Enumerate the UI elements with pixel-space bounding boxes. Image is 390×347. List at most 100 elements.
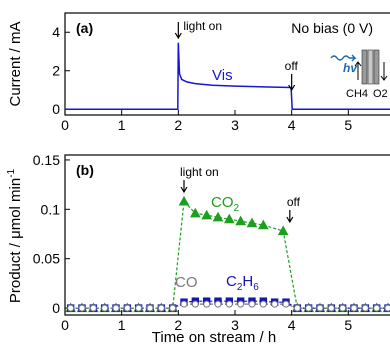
data-point-co xyxy=(339,304,347,312)
panel-b-xtick-label: 0 xyxy=(61,317,69,333)
data-point-co2 xyxy=(257,219,269,230)
data-point-co2 xyxy=(201,209,213,220)
data-point-co2 xyxy=(189,207,201,218)
data-point-co xyxy=(305,304,313,312)
data-point-co xyxy=(146,304,154,312)
series-label-c2h6: C2H6 xyxy=(226,273,259,293)
panel-b-frame xyxy=(64,154,390,316)
panel-a-current: (a) Current / mA No bias (0 V) 012345602… xyxy=(7,12,390,133)
series-label-c2h6-sub1: 2 xyxy=(237,282,243,293)
panel-a-ytick-label: 0 xyxy=(52,101,60,117)
annotation-off: off xyxy=(285,59,299,73)
panel-a-xtick-label: 1 xyxy=(118,117,126,133)
inset-o2-label: O2 xyxy=(373,88,388,100)
data-point-co xyxy=(101,304,109,312)
data-point-co xyxy=(214,300,222,308)
data-point-co xyxy=(123,304,131,312)
data-point-co xyxy=(237,300,245,308)
data-point-co xyxy=(282,300,290,308)
data-point-co xyxy=(316,304,324,312)
panel-a-label: (a) xyxy=(76,20,93,36)
data-point-co xyxy=(327,304,335,312)
series-label-co2: CO2 xyxy=(211,194,240,214)
data-point-co xyxy=(203,300,211,308)
data-point-co xyxy=(191,300,199,308)
panel-b-ylabel: Product / μmol min-1 xyxy=(6,168,24,303)
series-label-c2h6-sub2: 6 xyxy=(253,282,259,293)
data-point-co xyxy=(180,300,188,308)
panel-b-product: (b) Product / μmol min-1 Time on stream … xyxy=(6,152,390,346)
panel-b-xtick-label: 3 xyxy=(231,317,239,333)
data-point-co2 xyxy=(246,217,258,228)
light-on-arrow-icon xyxy=(180,180,188,194)
panel-b-ytick-label: 0 xyxy=(52,300,60,316)
data-point-co2 xyxy=(235,215,247,226)
panel-a-xtick-label: 4 xyxy=(288,117,296,133)
data-point-co xyxy=(259,300,267,308)
series-label-co2-main: CO xyxy=(211,194,234,211)
data-point-co xyxy=(293,304,301,312)
data-point-co xyxy=(135,304,143,312)
electrode-left-icon xyxy=(361,49,368,85)
data-point-co xyxy=(271,300,279,308)
panel-b-xtick-label: 1 xyxy=(118,317,126,333)
inset-hv-label: hv xyxy=(343,61,358,75)
data-point-co2 xyxy=(277,225,289,236)
data-point-co xyxy=(350,304,358,312)
data-point-co xyxy=(225,300,233,308)
panel-a-corner-text: No bias (0 V) xyxy=(291,20,373,36)
panel-a-xtick-label: 5 xyxy=(344,117,352,133)
annotation-light-on: light on xyxy=(183,19,222,33)
panel-b-ylabel-main: Product / μmol min xyxy=(7,178,24,303)
panel-b-label: (b) xyxy=(76,162,94,178)
panel-b-ytick-label: 0.15 xyxy=(33,152,60,168)
annotation-off: off xyxy=(287,195,301,209)
panel-b-ytick-label: 0.05 xyxy=(33,251,60,267)
data-point-co xyxy=(361,304,369,312)
series-label-vis: Vis xyxy=(212,67,233,84)
off-arrow-icon xyxy=(286,210,294,224)
series-line-vis xyxy=(65,42,390,110)
panel-a-xtick-label: 3 xyxy=(231,117,239,133)
data-point-co xyxy=(384,304,390,312)
panel-a-xtick-label: 0 xyxy=(61,117,69,133)
data-point-co xyxy=(78,304,86,312)
panel-b-ylabel-sup: -1 xyxy=(6,168,17,177)
panel-b-xlabel: Time on stream / h xyxy=(152,329,276,346)
data-point-co xyxy=(373,304,381,312)
panel-a-ytick-label: 2 xyxy=(52,63,60,79)
series-label-co: CO xyxy=(175,274,198,291)
data-point-co xyxy=(89,304,97,312)
light-on-arrow-icon xyxy=(174,22,182,40)
data-point-co xyxy=(157,304,165,312)
panel-a-ytick-label: 4 xyxy=(52,24,60,40)
inset-arrow-down-icon xyxy=(380,62,388,81)
panel-a-xtick-label: 2 xyxy=(174,117,182,133)
data-point-co xyxy=(67,304,75,312)
light-wave-icon xyxy=(330,55,350,61)
data-point-co2 xyxy=(178,195,190,206)
series-label-co2-sub: 2 xyxy=(234,203,240,214)
panel-a-ylabel: Current / mA xyxy=(7,21,24,106)
inset-arrow-up-icon xyxy=(354,61,362,80)
panel-b-xtick-label: 5 xyxy=(344,317,352,333)
annotation-light-on: light on xyxy=(180,165,219,179)
data-point-co2 xyxy=(212,211,224,222)
off-arrow-icon xyxy=(288,74,296,92)
inset-schematic: CH4 O2 hv xyxy=(330,49,388,100)
membrane-icon xyxy=(367,49,374,85)
electrode-right-icon xyxy=(373,49,380,85)
inset-ch4-label: CH4 xyxy=(346,88,368,100)
inset-ch4-text: CH4 xyxy=(346,88,368,100)
panel-b-xtick-label: 4 xyxy=(288,317,296,333)
panel-b-ytick-label: 0.1 xyxy=(41,201,61,217)
series-label-c2h6-c: C xyxy=(226,273,237,290)
data-point-co2 xyxy=(223,213,235,224)
panel-b-xtick-label: 2 xyxy=(174,317,182,333)
light-arrow-icon xyxy=(349,54,357,62)
series-label-c2h6-h: H xyxy=(242,273,253,290)
data-point-co xyxy=(112,304,120,312)
inset-o2-text: O2 xyxy=(373,88,388,100)
data-point-co xyxy=(169,304,177,312)
